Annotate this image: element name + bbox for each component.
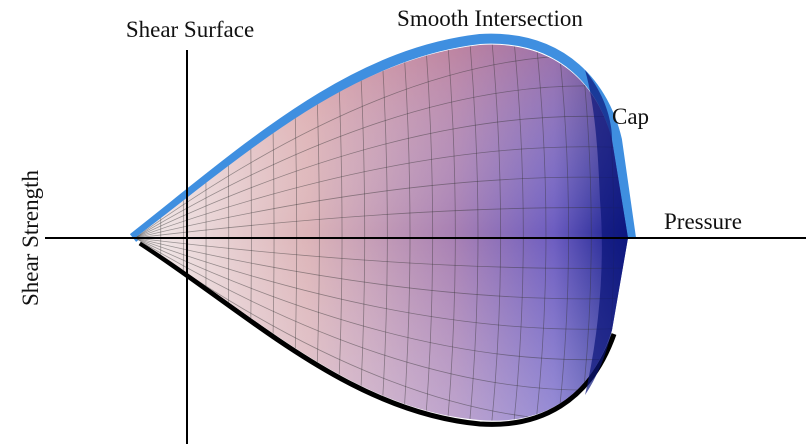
surface-shade: [135, 44, 628, 421]
mesh-line: [135, 146, 628, 239]
mesh-line: [135, 207, 628, 239]
mesh-line: [135, 237, 628, 330]
mesh-line: [423, 44, 434, 421]
mesh-line: [135, 85, 628, 239]
y-axis-label: Shear Strength: [18, 169, 43, 306]
mesh-line: [445, 44, 456, 421]
shear-surface-label: Shear Surface: [126, 17, 254, 42]
mesh-line: [401, 44, 411, 421]
mesh-line: [379, 44, 388, 421]
mesh-line: [135, 176, 628, 239]
smooth-intersection-label: Smooth Intersection: [397, 6, 583, 31]
mesh-line: [135, 237, 628, 391]
x-axis-label: Pressure: [664, 209, 742, 234]
bottom-edge: [138, 240, 617, 427]
cap-label: Cap: [612, 104, 649, 129]
mesh-line: [467, 44, 479, 421]
mesh-line: [511, 44, 524, 421]
mesh-line: [135, 237, 628, 361]
mesh-line: [135, 115, 628, 239]
mesh-line: [135, 237, 628, 300]
cap-face: [585, 70, 628, 395]
mesh-line: [555, 44, 570, 421]
mesh-line: [489, 44, 502, 421]
mesh-line: [135, 237, 628, 269]
mesh-line: [533, 44, 547, 421]
